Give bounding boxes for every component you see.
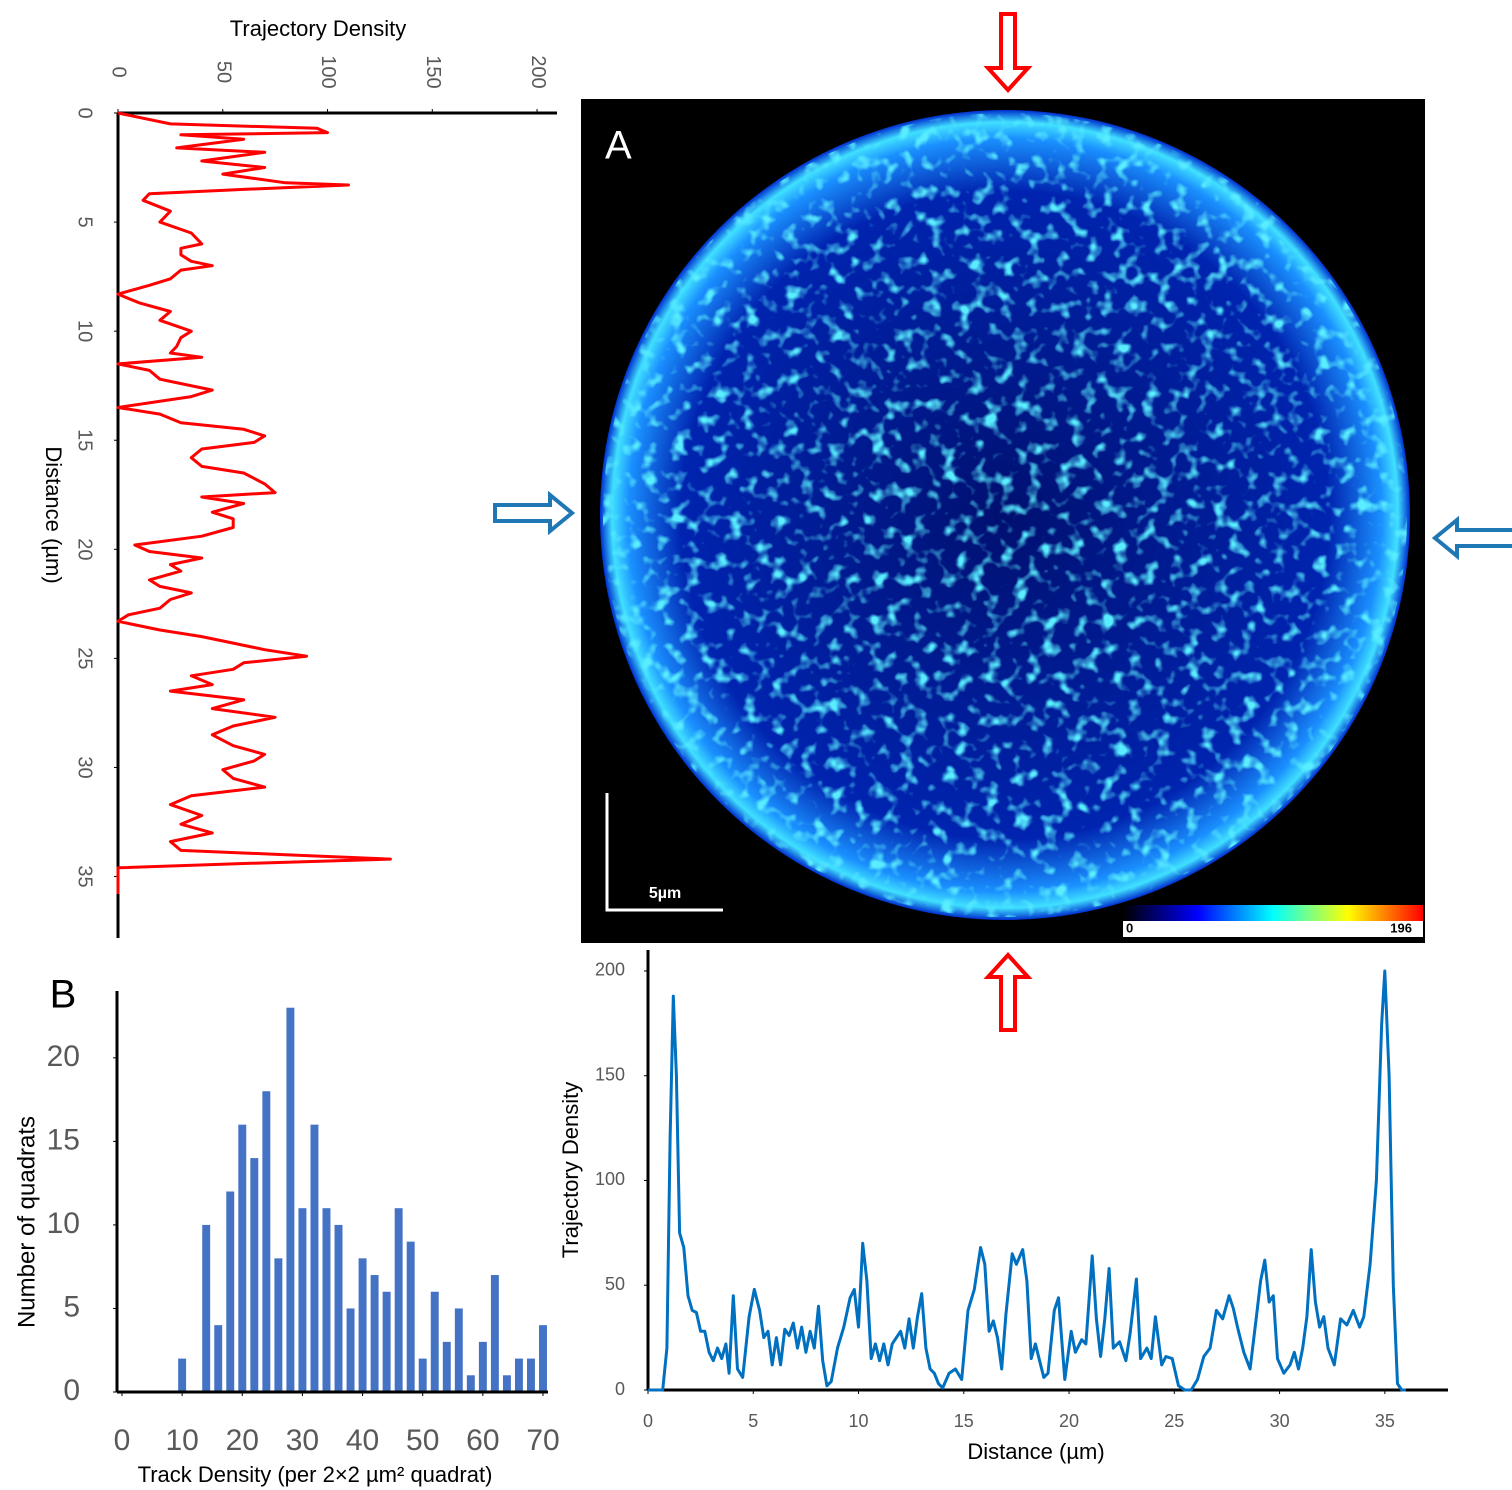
bar — [418, 1358, 427, 1392]
y-tick-label: 10 — [47, 1207, 80, 1240]
bar — [274, 1258, 283, 1392]
y-tick-label: 25 — [74, 647, 96, 669]
bar — [514, 1358, 523, 1392]
bar — [430, 1291, 439, 1392]
x-tick-label: 150 — [422, 55, 444, 88]
x-tick-label: 50 — [212, 61, 234, 83]
cell-texture — [603, 113, 1407, 917]
bar — [238, 1124, 247, 1392]
arrow — [983, 12, 1033, 93]
bar — [466, 1375, 475, 1392]
arrow — [1431, 515, 1512, 561]
bar — [382, 1291, 391, 1392]
x-tick-label: 10 — [165, 1424, 198, 1457]
bar — [334, 1224, 343, 1392]
bar — [370, 1275, 379, 1392]
axis-title: Track Density (per 2×2 µm² quadrat) — [138, 1462, 493, 1487]
bar — [442, 1341, 451, 1392]
y-tick-label: 50 — [605, 1274, 625, 1294]
x-tick-label: 20 — [226, 1424, 259, 1457]
bar — [394, 1208, 403, 1392]
y-tick-label: 30 — [74, 756, 96, 778]
y-tick-label: 5 — [63, 1290, 80, 1323]
arrow — [983, 952, 1033, 1032]
y-tick-label: 100 — [595, 1169, 625, 1189]
y-tick-label: 15 — [74, 429, 96, 451]
panel-label: A — [605, 124, 632, 168]
x-tick-label: 5 — [748, 1411, 758, 1431]
x-tick-label: 10 — [849, 1411, 869, 1431]
x-tick-label: 30 — [1270, 1411, 1290, 1431]
panel-label: B — [50, 973, 77, 1017]
bar — [322, 1208, 331, 1392]
y-tick-label: 0 — [615, 1379, 625, 1399]
bar — [502, 1375, 511, 1392]
bar — [214, 1325, 223, 1392]
bar — [478, 1341, 487, 1392]
bar — [202, 1224, 211, 1392]
bar — [358, 1258, 367, 1392]
x-tick-label: 60 — [466, 1424, 499, 1457]
scale-bar-label: 5µm — [649, 885, 681, 902]
x-tick-label: 15 — [954, 1411, 974, 1431]
y-tick-label: 20 — [74, 538, 96, 560]
x-tick-label: 35 — [1375, 1411, 1395, 1431]
y-tick-label: 15 — [47, 1123, 80, 1156]
y-tick-label: 0 — [63, 1374, 80, 1407]
x-tick-label: 200 — [527, 55, 549, 88]
y-tick-label: 35 — [74, 865, 96, 887]
colorbar — [1123, 905, 1423, 921]
x-tick-label: 0 — [108, 66, 130, 77]
x-tick-label: 100 — [317, 55, 339, 88]
x-tick-label: 50 — [406, 1424, 439, 1457]
x-tick-label: 0 — [643, 1411, 653, 1431]
x-tick-label: 30 — [286, 1424, 319, 1457]
bar — [346, 1308, 355, 1392]
x-tick-label: 25 — [1164, 1411, 1184, 1431]
axis-title: Trajectory Density — [558, 1082, 583, 1258]
arrow — [493, 490, 576, 536]
y-tick-label: 0 — [74, 107, 96, 118]
axis-title: Distance (µm) — [41, 446, 66, 583]
y-tick-label: 200 — [595, 960, 625, 980]
bar — [178, 1358, 187, 1392]
colorbar-max: 196 — [1390, 920, 1412, 935]
axis-title: Trajectory Density — [230, 16, 406, 41]
y-tick-label: 20 — [47, 1040, 80, 1073]
x-tick-label: 20 — [1059, 1411, 1079, 1431]
bar — [490, 1275, 499, 1392]
data-line — [648, 969, 1406, 1392]
bar — [527, 1358, 535, 1392]
bar — [250, 1158, 259, 1392]
bar — [298, 1208, 307, 1392]
microscopy-panel: A 5µm 0 196 — [581, 99, 1425, 943]
bar — [226, 1191, 235, 1392]
scale-bar — [605, 793, 723, 912]
x-tick-label: 70 — [526, 1424, 559, 1457]
bar — [454, 1308, 463, 1392]
colorbar-min: 0 — [1126, 920, 1133, 935]
axis-title: Number of quadrats — [13, 1116, 40, 1328]
bar — [406, 1241, 415, 1392]
colorbar-label-strip — [1123, 921, 1423, 937]
bar — [310, 1124, 319, 1392]
bar — [262, 1091, 271, 1392]
y-tick-label: 10 — [74, 320, 96, 342]
bar — [286, 1007, 295, 1392]
bar — [539, 1325, 547, 1392]
axis-title: Distance (µm) — [967, 1439, 1104, 1464]
y-tick-label: 150 — [595, 1064, 625, 1084]
x-tick-label: 0 — [114, 1424, 131, 1457]
x-tick-label: 40 — [346, 1424, 379, 1457]
data-line — [116, 111, 392, 894]
y-tick-label: 5 — [74, 217, 96, 228]
